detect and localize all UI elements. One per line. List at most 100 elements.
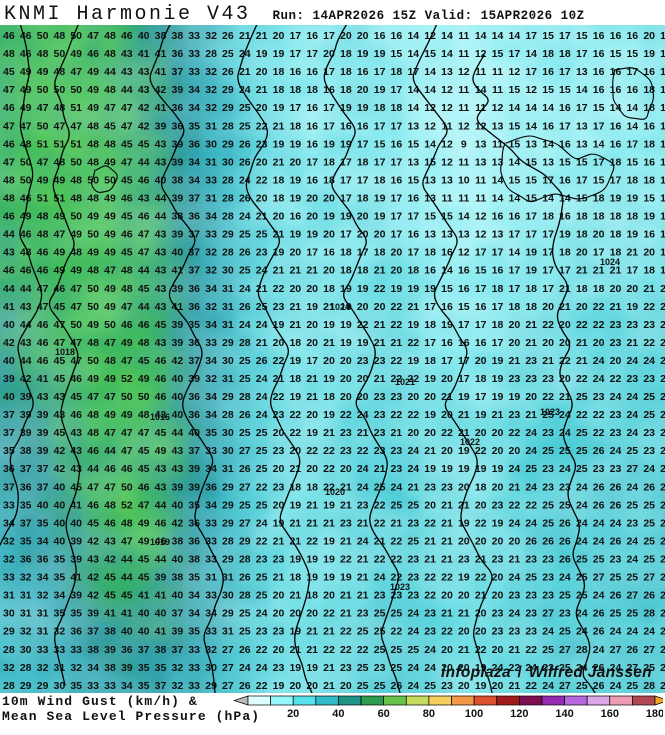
svg-text:19: 19	[660, 30, 665, 42]
svg-text:37: 37	[155, 680, 167, 692]
svg-text:18: 18	[492, 283, 504, 295]
svg-text:19: 19	[660, 247, 665, 259]
svg-text:21: 21	[559, 283, 571, 295]
svg-text:24: 24	[525, 517, 537, 529]
svg-text:21: 21	[660, 373, 665, 385]
svg-text:49: 49	[138, 373, 150, 385]
svg-text:20: 20	[273, 463, 285, 475]
svg-text:22: 22	[340, 644, 352, 656]
svg-text:47: 47	[104, 337, 116, 349]
svg-text:20: 20	[441, 373, 453, 385]
svg-text:27: 27	[239, 517, 251, 529]
svg-text:23: 23	[357, 608, 369, 620]
svg-text:32: 32	[205, 102, 217, 114]
svg-text:44: 44	[87, 463, 99, 475]
svg-text:21: 21	[273, 536, 285, 548]
svg-text:20: 20	[576, 247, 588, 259]
svg-text:49: 49	[54, 247, 66, 259]
svg-text:16: 16	[374, 30, 386, 42]
svg-text:16: 16	[559, 138, 571, 150]
svg-text:17: 17	[306, 247, 318, 259]
svg-text:24: 24	[357, 463, 369, 475]
svg-text:14: 14	[475, 84, 487, 96]
svg-text:14: 14	[525, 48, 537, 60]
svg-text:23: 23	[256, 247, 268, 259]
svg-text:21: 21	[391, 427, 403, 439]
svg-text:20: 20	[273, 211, 285, 223]
svg-text:36: 36	[205, 481, 217, 493]
svg-text:19: 19	[306, 301, 318, 313]
svg-text:13: 13	[492, 120, 504, 132]
svg-text:100: 100	[465, 708, 483, 720]
svg-text:27: 27	[239, 481, 251, 493]
svg-text:39: 39	[172, 626, 184, 638]
svg-text:50: 50	[70, 211, 82, 223]
svg-text:30: 30	[3, 608, 15, 620]
svg-text:33: 33	[70, 644, 82, 656]
svg-text:21: 21	[357, 554, 369, 566]
svg-text:48: 48	[87, 409, 99, 421]
svg-text:40: 40	[155, 608, 167, 620]
svg-text:47: 47	[121, 120, 133, 132]
svg-text:1023: 1023	[390, 582, 410, 592]
svg-text:40: 40	[70, 517, 82, 529]
svg-text:12: 12	[509, 66, 521, 78]
svg-text:50: 50	[70, 156, 82, 168]
svg-text:19: 19	[289, 662, 301, 674]
svg-text:24: 24	[610, 626, 622, 638]
svg-text:35: 35	[188, 572, 200, 584]
svg-text:17: 17	[424, 337, 436, 349]
svg-text:19: 19	[357, 102, 369, 114]
svg-text:25: 25	[576, 427, 588, 439]
svg-text:32: 32	[3, 662, 15, 674]
svg-text:23: 23	[374, 662, 386, 674]
svg-text:22: 22	[542, 319, 554, 331]
svg-text:16: 16	[492, 265, 504, 277]
svg-text:43: 43	[155, 156, 167, 168]
svg-text:18: 18	[542, 48, 554, 60]
svg-text:21: 21	[306, 391, 318, 403]
svg-text:40: 40	[172, 247, 184, 259]
svg-text:25: 25	[239, 427, 251, 439]
svg-text:19: 19	[273, 138, 285, 150]
svg-text:25: 25	[559, 626, 571, 638]
svg-text:43: 43	[20, 337, 32, 349]
svg-text:47: 47	[104, 102, 116, 114]
svg-text:17: 17	[289, 102, 301, 114]
svg-text:39: 39	[37, 409, 49, 421]
svg-text:21: 21	[306, 626, 318, 638]
svg-text:23: 23	[256, 554, 268, 566]
svg-text:32: 32	[172, 680, 184, 692]
svg-text:32: 32	[3, 554, 15, 566]
svg-text:15: 15	[424, 48, 436, 60]
svg-text:19: 19	[441, 463, 453, 475]
svg-text:21: 21	[525, 319, 537, 331]
svg-text:41: 41	[155, 102, 167, 114]
svg-text:18: 18	[559, 48, 571, 60]
svg-text:50: 50	[87, 301, 99, 313]
svg-text:18: 18	[626, 211, 638, 223]
svg-text:21: 21	[643, 283, 655, 295]
svg-text:29: 29	[3, 626, 15, 638]
svg-text:43: 43	[20, 301, 32, 313]
svg-text:18: 18	[340, 265, 352, 277]
svg-text:140: 140	[555, 708, 573, 720]
svg-text:19: 19	[340, 102, 352, 114]
svg-text:16: 16	[593, 30, 605, 42]
svg-text:27: 27	[239, 445, 251, 457]
svg-text:22: 22	[306, 536, 318, 548]
svg-text:14: 14	[593, 138, 605, 150]
svg-text:38: 38	[188, 554, 200, 566]
svg-text:40: 40	[172, 554, 184, 566]
svg-text:36: 36	[188, 138, 200, 150]
svg-text:23: 23	[643, 373, 655, 385]
svg-text:20: 20	[475, 355, 487, 367]
svg-text:44: 44	[172, 427, 184, 439]
svg-text:19: 19	[559, 229, 571, 241]
svg-text:20: 20	[492, 590, 504, 602]
svg-text:37: 37	[172, 66, 184, 78]
svg-text:46: 46	[121, 30, 133, 42]
svg-text:24: 24	[407, 608, 419, 620]
svg-text:12: 12	[458, 120, 470, 132]
svg-text:23: 23	[492, 608, 504, 620]
